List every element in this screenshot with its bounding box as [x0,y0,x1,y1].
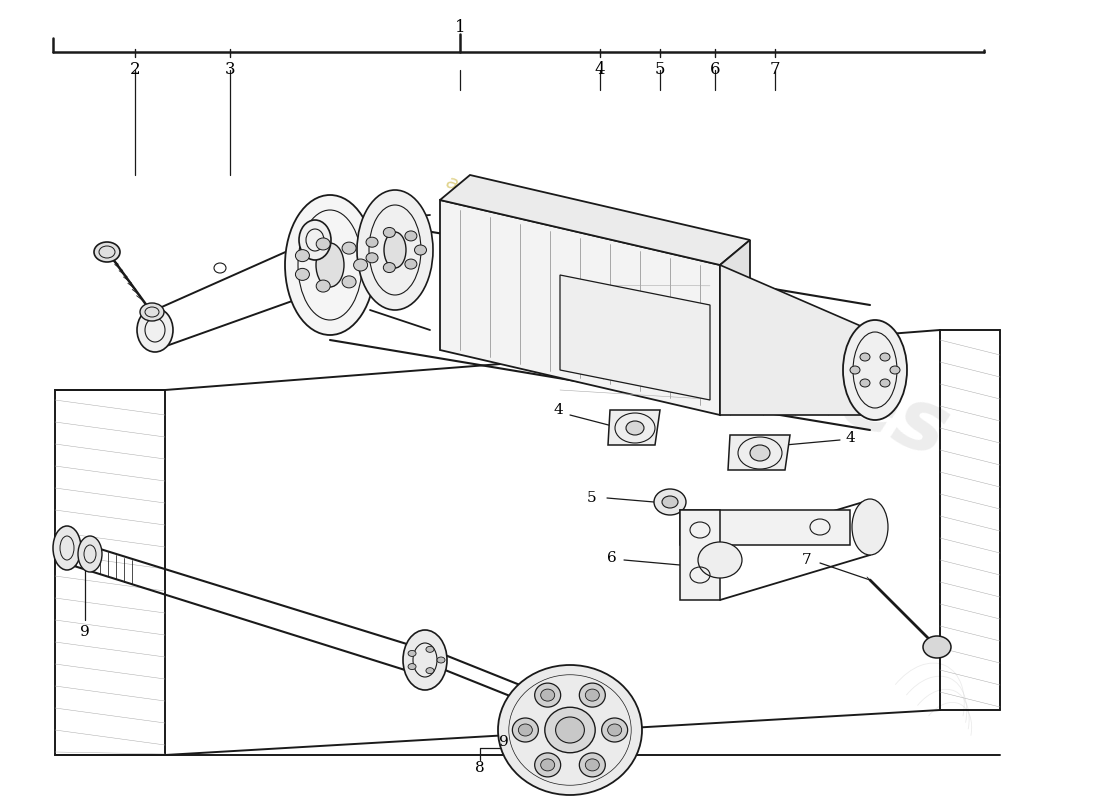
Ellipse shape [426,646,433,652]
Ellipse shape [852,499,888,555]
Text: 9: 9 [80,625,90,639]
Ellipse shape [366,253,378,263]
Polygon shape [440,200,720,415]
Ellipse shape [654,489,686,515]
Ellipse shape [408,663,416,670]
Ellipse shape [544,707,595,753]
Ellipse shape [383,262,395,273]
Ellipse shape [405,259,417,269]
Text: 7: 7 [802,553,812,567]
Ellipse shape [285,195,375,335]
Ellipse shape [850,366,860,374]
Text: 5: 5 [654,62,666,78]
Ellipse shape [535,683,561,707]
Text: 6: 6 [710,62,720,78]
Ellipse shape [358,190,433,310]
Text: 3: 3 [224,62,235,78]
Ellipse shape [880,353,890,361]
Ellipse shape [383,227,395,238]
Text: 5: 5 [587,491,597,505]
Ellipse shape [437,657,446,663]
Ellipse shape [296,268,309,280]
Ellipse shape [426,668,433,674]
Ellipse shape [353,259,367,271]
Text: 7: 7 [770,62,780,78]
Ellipse shape [750,445,770,461]
Ellipse shape [843,320,908,420]
Ellipse shape [498,665,642,795]
Ellipse shape [662,496,678,508]
Text: 8: 8 [475,761,485,775]
Text: 9: 9 [499,735,509,749]
Ellipse shape [923,636,952,658]
Text: 4: 4 [553,403,563,417]
Text: 2: 2 [130,62,141,78]
Ellipse shape [585,689,600,701]
Ellipse shape [602,718,628,742]
Polygon shape [680,510,720,600]
Ellipse shape [513,718,538,742]
Ellipse shape [860,379,870,387]
Ellipse shape [535,753,561,777]
Ellipse shape [585,759,600,771]
Ellipse shape [342,242,356,254]
Ellipse shape [405,231,417,241]
Text: a passion for parts since 1985: a passion for parts since 1985 [443,172,723,300]
Ellipse shape [556,717,584,743]
Ellipse shape [626,421,644,435]
Ellipse shape [53,526,81,570]
Text: 6: 6 [607,551,617,565]
Ellipse shape [384,232,406,268]
Ellipse shape [890,366,900,374]
Ellipse shape [316,238,330,250]
Ellipse shape [78,536,102,572]
Text: 4: 4 [595,62,605,78]
Ellipse shape [698,542,742,578]
Ellipse shape [316,243,344,287]
Ellipse shape [94,242,120,262]
Ellipse shape [541,759,554,771]
Ellipse shape [541,689,554,701]
Text: 4: 4 [845,431,855,445]
Ellipse shape [138,308,173,352]
Ellipse shape [403,630,447,690]
Ellipse shape [299,220,331,260]
Ellipse shape [316,280,330,292]
Polygon shape [720,265,870,415]
Polygon shape [720,240,750,415]
Polygon shape [608,410,660,445]
Ellipse shape [607,724,621,736]
Text: 1: 1 [454,19,465,37]
Ellipse shape [880,379,890,387]
Ellipse shape [140,303,164,321]
Ellipse shape [580,753,605,777]
Polygon shape [728,435,790,470]
Polygon shape [680,510,850,545]
Ellipse shape [342,276,356,288]
Text: eurospares: eurospares [425,195,961,477]
Polygon shape [560,275,710,400]
Ellipse shape [366,237,378,247]
Ellipse shape [860,353,870,361]
Ellipse shape [518,724,532,736]
Ellipse shape [296,250,309,262]
Polygon shape [440,175,750,265]
Ellipse shape [408,650,416,657]
Ellipse shape [415,245,427,255]
Ellipse shape [580,683,605,707]
